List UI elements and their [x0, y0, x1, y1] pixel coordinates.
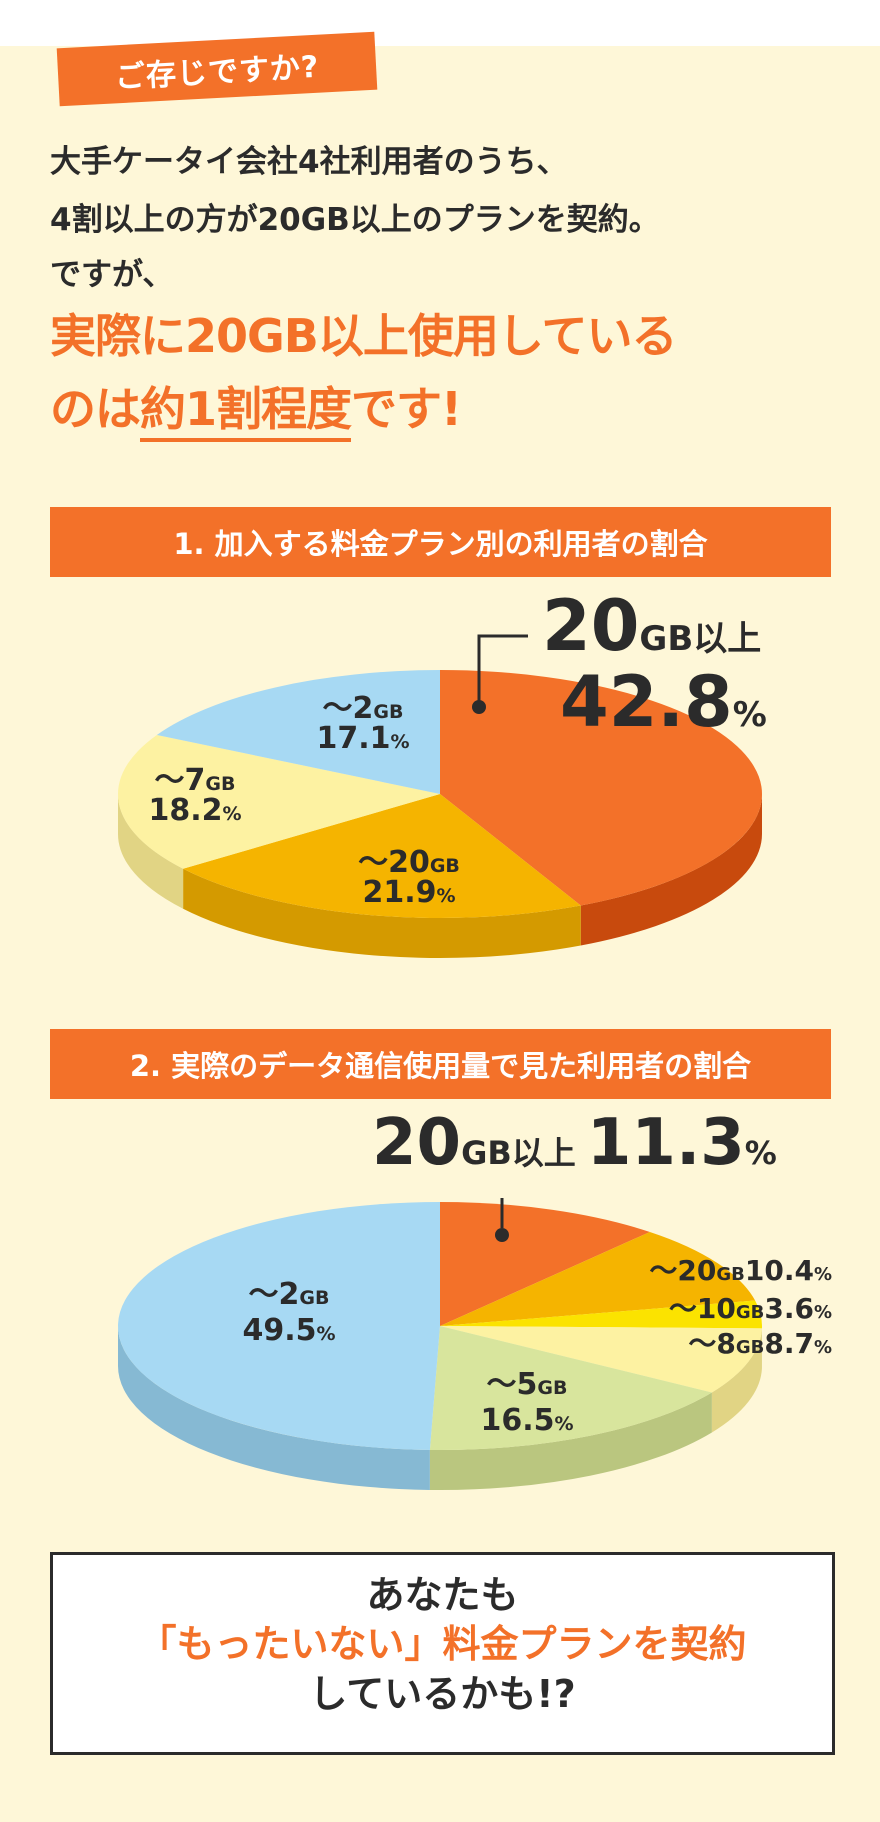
pie-slice — [118, 734, 440, 869]
callout-line-3: しているかも!? — [309, 1671, 576, 1716]
pie-slice-side — [118, 1326, 430, 1490]
pie-slice-side — [118, 794, 184, 909]
pie-slice — [440, 1300, 762, 1329]
slice-value: 16.5% — [480, 1403, 573, 1438]
intro-line-3: ですが、 — [50, 257, 174, 293]
pie-slice — [118, 1202, 441, 1450]
pie-slice — [440, 670, 762, 906]
slice-label: 〜20GB — [358, 845, 460, 880]
highlight-pre: のは — [50, 382, 141, 436]
highlight-line-1: 実際に20GB以上使用している — [50, 309, 677, 363]
pie-slice-side — [183, 868, 581, 958]
intro-line-1: 大手ケータイ会社4社利用者のうち、 — [50, 144, 568, 180]
pie-slice-side — [711, 1328, 762, 1433]
callout-line-1: あなたも — [366, 1573, 519, 1617]
slice-label: 〜20GB10.4% — [649, 1254, 832, 1287]
slice-label: 〜5GB — [487, 1367, 568, 1402]
slice-value: 21.9% — [362, 875, 455, 910]
slice-value: 18.2% — [148, 793, 241, 828]
pie-slice-side — [429, 1392, 712, 1490]
highlight-emphasis: 約1割程度 — [140, 382, 352, 442]
slice-value: 49.5% — [242, 1313, 335, 1348]
callout-box: あなたも 「もったいない」料金プランを契約 しているかも!? — [50, 1552, 835, 1755]
callout-line-2: 「もったいない」料金プランを契約 — [138, 1622, 747, 1667]
slice-label-20gb-plus: 20GB以上 11.3% — [372, 1108, 777, 1180]
slice-label: 〜2GB — [249, 1277, 330, 1312]
leader-line — [477, 634, 528, 707]
pie-slice — [440, 1202, 650, 1326]
slice-value: 17.1% — [316, 721, 409, 756]
pie-slice — [440, 1326, 762, 1393]
highlight-line-2: のは約1割程度です! — [50, 373, 462, 442]
slice-label: 〜10GB3.6% — [669, 1292, 832, 1325]
chart2-svg: 20GB以上 11.3% 〜20GB10.4% 〜10GB3.6%〜8GB8.7% 〜… — [118, 1108, 832, 1490]
pie-slice — [440, 1231, 756, 1326]
pie-slice — [429, 1326, 712, 1450]
slice-value-20gb-plus: 42.8% — [560, 661, 767, 743]
slice-label: 〜7GB — [155, 763, 236, 798]
highlight-post: です! — [351, 382, 462, 436]
pie-slice-side — [580, 794, 762, 946]
chart2-heading: 2. 実際のデータ通信使用量で見た利用者の割合 — [50, 1029, 831, 1099]
chart1-heading: 1. 加入する料金プラン別の利用者の割合 — [50, 507, 831, 577]
slice-label: 〜2GB — [323, 691, 404, 726]
leader-dot — [495, 1228, 509, 1242]
chart2-pie: 20GB以上 11.3% 〜20GB10.4% 〜10GB3.6% 〜8GB8.7% 〜… — [0, 1108, 880, 1508]
chart1-pie: 20GB以上 42.8% 〜20GB 21.9% 〜7GB 18.2% 〜2GB 17.1% — [0, 590, 880, 990]
slice-label: 〜8GB8.7% — [688, 1327, 832, 1360]
pie-slice — [183, 794, 581, 918]
intro-line-2: 4割以上の方が20GB以上のプランを契約。 — [50, 202, 660, 238]
pie-slice — [156, 670, 440, 794]
slice-label-20gb-plus: 20GB以上 — [542, 590, 761, 667]
